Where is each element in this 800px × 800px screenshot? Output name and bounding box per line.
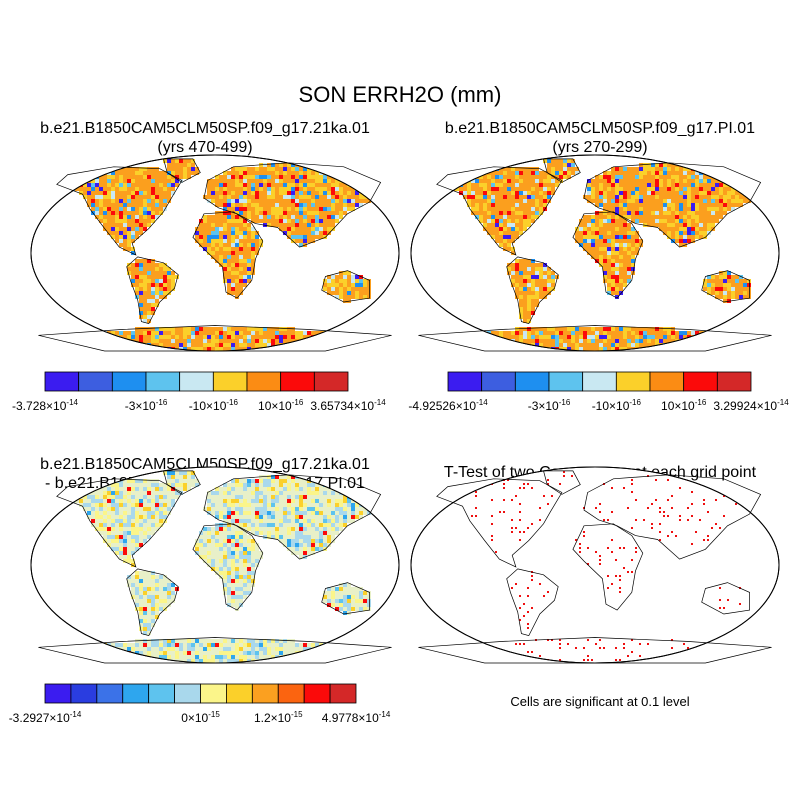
colorbar-label: -4.92526×10-14 (408, 398, 488, 413)
colorbar-swatch (277, 683, 305, 704)
coastline-greenland (163, 158, 201, 183)
coastlines (418, 470, 772, 664)
colorbar-swatch (615, 371, 651, 392)
coastline-south-america (126, 256, 179, 325)
colorbar-label: -10×10-16 (189, 398, 239, 413)
colorbar-swatch (212, 371, 248, 392)
coastline-australia (701, 270, 750, 303)
coastlines (418, 158, 772, 352)
colorbar-swatch (329, 683, 357, 704)
colorbar-swatch (251, 683, 279, 704)
coastline-eurasia (203, 474, 382, 560)
colorbar-label: -10×10-16 (592, 398, 642, 413)
page-title: SON ERRH2O (mm) (298, 82, 502, 107)
coastline-antarctica (38, 325, 392, 352)
colorbar-swatch (148, 683, 175, 704)
coastline-africa (572, 523, 644, 611)
colorbar-swatch (200, 683, 227, 704)
map-ttest (410, 466, 780, 664)
panel-title-diff-line1: b.e21.B1850CAM5CLM50SP.f09_g17.21ka.01 (40, 456, 370, 473)
colorbar-swatch (174, 683, 201, 704)
coastline-australia (321, 270, 370, 303)
panel-title-case2: b.e21.B1850CAM5CLM50SP.f09_g17.PI.01 (yr… (410, 119, 790, 157)
colorbar-swatch (514, 371, 550, 392)
coastline-australia (321, 582, 370, 615)
colorbar-label: -3.2927×10-14 (9, 710, 82, 725)
colorbar-swatch (70, 683, 98, 704)
map-case1 (30, 154, 400, 352)
coastline-south-america (506, 568, 559, 637)
colorbar-swatch (44, 683, 72, 704)
colorbar-case2: -4.92526×10-14 -3×10-16 -10×10-16 10×10-16 3… (408, 371, 789, 413)
coastline-greenland (543, 470, 581, 495)
colorbar-label: -3.728×10-14 (12, 398, 79, 413)
significance-note: Cells are significant at 0.1 level (510, 694, 690, 709)
colorbar-label: 1.2×10-15 (254, 710, 303, 725)
colorbar-swatch (303, 683, 331, 704)
colorbar-swatch (111, 371, 147, 392)
colorbar-label: -3×10-16 (125, 398, 168, 413)
coastline-australia (701, 582, 750, 615)
colorbar-case1: -3.728×10-14 -3×10-16 -10×10-16 10×10-16 3.6… (12, 371, 386, 413)
colorbar-swatch (96, 683, 124, 704)
colorbar-swatch (447, 371, 483, 392)
colorbar-swatch (226, 683, 253, 704)
panel-title-case1: b.e21.B1850CAM5CLM50SP.f09_g17.21ka.01 (… (15, 119, 395, 157)
colorbar-swatch (122, 683, 150, 704)
panel-title-case2-line1: b.e21.B1850CAM5CLM50SP.f09_g17.PI.01 (444, 120, 756, 137)
panel-title-case1-line2: (yrs 470-499) (157, 139, 253, 156)
panel-title-case2-line2: (yrs 270-299) (552, 139, 648, 156)
colorbar-swatch (179, 371, 214, 392)
coastline-africa (192, 211, 264, 299)
coastline-antarctica (38, 637, 392, 664)
coastline-antarctica (418, 637, 772, 664)
colorbar-swatch (246, 371, 282, 392)
colorbar-label: 3.65734×10-14 (310, 398, 386, 413)
colorbar-swatch (145, 371, 181, 392)
colorbar-label: 0×10-15 (181, 710, 220, 725)
colorbar-label: 10×10-16 (258, 398, 304, 413)
colorbar-swatch (44, 371, 80, 392)
colorbar-swatch (582, 371, 617, 392)
colorbar-swatch (313, 371, 349, 392)
colorbar-swatch (78, 371, 113, 392)
colorbar-swatch (280, 371, 315, 392)
coastlines (38, 470, 392, 664)
coastline-eurasia (583, 162, 762, 248)
coastline-south-america (506, 256, 559, 325)
colorbar-label: 4.9778×10-14 (322, 710, 391, 725)
coastline-eurasia (203, 162, 382, 248)
colorbar-difference: -3.2927×10-14 0×10-15 1.2×10-15 4.9778×10-1… (9, 683, 391, 725)
colorbar-label: 3.29924×10-14 (713, 398, 789, 413)
colorbar-swatch (716, 371, 752, 392)
coastline-africa (572, 211, 644, 299)
map-difference (30, 466, 400, 664)
coastline-africa (192, 523, 264, 611)
colorbar-swatch (548, 371, 584, 392)
map-case2 (410, 154, 780, 352)
coastline-greenland (543, 158, 581, 183)
colorbar-swatch (649, 371, 685, 392)
coastline-antarctica (418, 325, 772, 352)
colorbar-label: -3×10-16 (528, 398, 571, 413)
colorbar-swatch (481, 371, 516, 392)
colorbar-label: 10×10-16 (661, 398, 707, 413)
coastline-south-america (126, 568, 179, 637)
coastline-eurasia (583, 474, 762, 560)
coastline-greenland (163, 470, 201, 495)
coastlines (38, 158, 392, 352)
colorbar-swatch (683, 371, 718, 392)
panel-title-case1-line1: b.e21.B1850CAM5CLM50SP.f09_g17.21ka.01 (40, 120, 370, 137)
